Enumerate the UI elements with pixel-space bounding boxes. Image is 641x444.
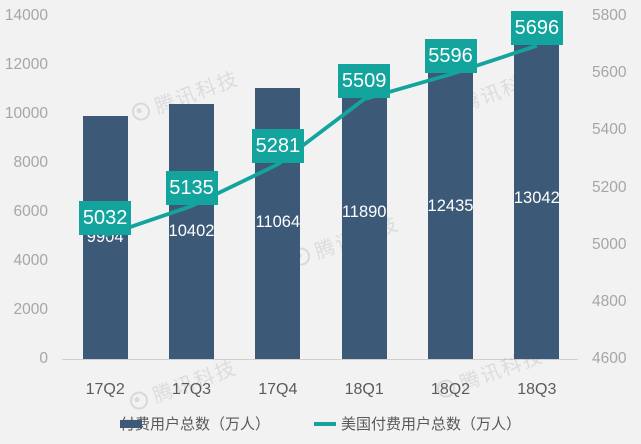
right-axis-tick: 4800 xyxy=(592,292,627,310)
left-axis-tick: 0 xyxy=(39,350,48,367)
bar-value-label: 12435 xyxy=(427,196,474,215)
left-axis-tick: 10000 xyxy=(4,105,48,122)
legend: 付费用户总数（万人） 美国付费用户总数（万人） xyxy=(0,413,641,434)
line-point-label: 5135 xyxy=(165,171,218,206)
watermark-logo-icon xyxy=(129,99,153,123)
right-axis-tick: 5600 xyxy=(592,64,627,82)
legend-label-us-paid-users: 美国付费用户总数（万人） xyxy=(341,416,522,433)
left-axis-tick: 2000 xyxy=(13,301,48,318)
left-axis-tick: 6000 xyxy=(13,203,48,220)
left-axis-tick: 8000 xyxy=(13,154,48,171)
x-axis-line xyxy=(62,359,578,360)
x-axis-label-18Q2: 18Q2 xyxy=(430,381,471,398)
legend-item-us-paid-users[interactable]: 美国付费用户总数（万人） xyxy=(314,413,521,434)
line-point-label: 5281 xyxy=(251,129,304,164)
x-axis-label-17Q2: 17Q2 xyxy=(85,381,125,398)
right-axis-tick: 5400 xyxy=(592,121,627,139)
x-axis-label-18Q1: 18Q1 xyxy=(344,381,384,398)
legend-label-paid-users: 付费用户总数（万人） xyxy=(119,416,270,433)
right-axis-tick: 4600 xyxy=(592,350,627,367)
left-axis-tick: 14000 xyxy=(4,7,48,24)
x-axis-label-17Q3: 17Q3 xyxy=(171,381,212,398)
bar-value-label: 11064 xyxy=(255,213,301,232)
bar-value-label: 13042 xyxy=(513,189,560,208)
left-axis-tick: 12000 xyxy=(4,56,48,73)
right-axis-tick: 5800 xyxy=(592,7,627,24)
line-point-label: 5696 xyxy=(510,10,563,45)
x-axis-label-18Q3: 18Q3 xyxy=(517,381,557,398)
bar-value-label: 10402 xyxy=(168,221,215,240)
line-point-label: 5032 xyxy=(79,200,132,235)
line-point-label: 5509 xyxy=(338,64,391,99)
x-axis-label-17Q4: 17Q4 xyxy=(258,381,298,398)
legend-marker-line xyxy=(314,421,336,426)
legend-marker-bar xyxy=(119,419,142,428)
right-axis-tick: 5000 xyxy=(592,235,627,253)
legend-item-paid-users[interactable]: 付费用户总数（万人） xyxy=(119,413,270,434)
line-point-label: 5596 xyxy=(424,39,477,74)
right-axis-tick: 5200 xyxy=(592,178,627,196)
bar-value-label: 11890 xyxy=(341,203,387,222)
left-axis-tick: 4000 xyxy=(13,252,48,269)
